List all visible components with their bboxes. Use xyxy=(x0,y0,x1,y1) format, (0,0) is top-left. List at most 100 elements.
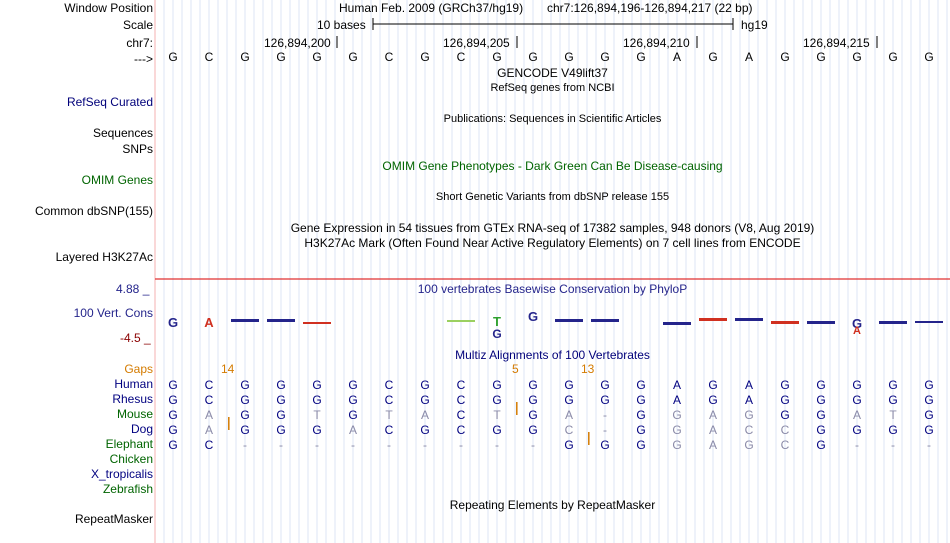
phylop-logo-letter-neg: A xyxy=(853,325,861,337)
alignment-base: G xyxy=(708,393,717,407)
alignment-base: G xyxy=(420,378,429,392)
gtex-track-title: Gene Expression in 54 tissues from GTEx … xyxy=(290,221,815,235)
phylop-logo-bar xyxy=(735,318,763,321)
track-label-repeatmasker[interactable]: RepeatMasker xyxy=(74,512,153,526)
alignment-base: G xyxy=(780,378,789,392)
alignment-base: C xyxy=(457,393,466,407)
alignment-base: - xyxy=(531,438,535,452)
alignment-base: G xyxy=(240,393,249,407)
base-letter: G xyxy=(492,50,501,64)
alignment-base: T xyxy=(493,408,501,422)
species-label-mouse: Mouse xyxy=(116,407,153,421)
base-letter: G xyxy=(708,50,717,64)
base-letter: G xyxy=(780,50,789,64)
alignment-base: G xyxy=(420,393,429,407)
phylop-logo-bar xyxy=(447,320,475,322)
alignment-base: G xyxy=(168,423,177,437)
alignment-base: A xyxy=(673,378,681,392)
phylop-logo-letter-neg: G xyxy=(492,327,501,341)
phylop-logo-bar xyxy=(555,319,583,322)
alignment-base: C xyxy=(205,393,214,407)
alignment-base: G xyxy=(528,423,537,437)
assembly-title: Human Feb. 2009 (GRCh37/hg19) xyxy=(339,1,524,15)
alignment-base: G xyxy=(528,378,537,392)
alignment-base: C xyxy=(565,423,574,437)
species-label-elephant: Elephant xyxy=(105,437,153,451)
alignment-base: T xyxy=(313,408,321,422)
alignment-base: G xyxy=(168,408,177,422)
alignment-base: G xyxy=(564,378,573,392)
alignment-base: G xyxy=(312,423,321,437)
short-variants-track-title: Short Genetic Variants from dbSNP releas… xyxy=(435,191,670,203)
alignment-base: A xyxy=(709,438,717,452)
alignment-base: G xyxy=(492,378,501,392)
alignment-base: G xyxy=(816,408,825,422)
alignment-base: A xyxy=(709,423,717,437)
alignment-base: G xyxy=(888,393,897,407)
alignment-base: G xyxy=(312,378,321,392)
alignment-base: A xyxy=(709,408,717,422)
phylop-logo-bar xyxy=(807,321,835,324)
alignment-base: G xyxy=(312,393,321,407)
alignment-base: - xyxy=(279,438,283,452)
gap-count-3: 13 xyxy=(581,362,595,376)
alignment-base: A xyxy=(565,408,573,422)
alignment-base: G xyxy=(636,393,645,407)
phylop-track-title: 100 vertebrates Basewise Conservation by… xyxy=(417,282,688,296)
coord-label-3: 126,894,210 xyxy=(623,36,690,50)
alignment-base: G xyxy=(348,378,357,392)
alignment-base: G xyxy=(816,393,825,407)
alignment-base: G xyxy=(348,393,357,407)
base-letter: G xyxy=(888,50,897,64)
alignment-base: G xyxy=(924,408,933,422)
phylop-logo-bar xyxy=(267,319,295,322)
repeat-track-title: Repeating Elements by RepeatMasker xyxy=(449,498,656,512)
position-range: chr7:126,894,196-126,894,217 (22 bp) xyxy=(547,1,753,15)
alignment-base: G xyxy=(888,378,897,392)
base-letter: C xyxy=(457,50,466,64)
alignment-base: G xyxy=(240,408,249,422)
alignment-base: - xyxy=(315,438,319,452)
alignment-base: C xyxy=(205,378,214,392)
scale-db: hg19 xyxy=(741,18,768,32)
phylop-logo-letter: T xyxy=(493,314,501,329)
base-letter: G xyxy=(168,50,177,64)
alignment-base: A xyxy=(745,393,753,407)
alignment-base: G xyxy=(240,378,249,392)
alignment-base: A xyxy=(205,408,213,422)
alignment-base: - xyxy=(891,438,895,452)
track-label-sequences[interactable]: Sequences xyxy=(92,126,153,140)
track-label-common-dbsnp[interactable]: Common dbSNP(155) xyxy=(34,204,153,218)
species-label-human: Human xyxy=(114,377,153,391)
gap-count-2: 5 xyxy=(512,362,519,376)
species-label-x-tropicalis: X_tropicalis xyxy=(90,467,153,481)
track-label-vert-cons[interactable]: 100 Vert. Cons xyxy=(73,306,153,320)
alignment-base: G xyxy=(348,408,357,422)
phylop-logo-letter: G xyxy=(852,316,862,331)
label-chrom: chr7: xyxy=(126,36,153,50)
alignment-base: - xyxy=(459,438,463,452)
alignment-base: G xyxy=(528,408,537,422)
gencode-track-title[interactable]: GENCODE V49lift37 xyxy=(497,66,608,80)
multiz-track-title: Multiz Alignments of 100 Vertebrates xyxy=(455,348,650,362)
track-label-gaps: Gaps xyxy=(124,362,153,376)
alignment-base: G xyxy=(636,423,645,437)
base-letter: A xyxy=(745,50,753,64)
alignment-base: G xyxy=(168,378,177,392)
alignment-base: G xyxy=(276,378,285,392)
track-label-omim-genes[interactable]: OMIM Genes xyxy=(81,173,153,187)
alignment-base: G xyxy=(924,423,933,437)
alignment-base: C xyxy=(457,423,466,437)
base-letter: G xyxy=(348,50,357,64)
track-label-refseq-curated[interactable]: RefSeq Curated xyxy=(66,95,153,109)
alignment-base: C xyxy=(385,393,394,407)
track-label-layered-h3k27ac[interactable]: Layered H3K27Ac xyxy=(55,250,153,264)
alignment-base: G xyxy=(780,408,789,422)
alignment-base: G xyxy=(564,393,573,407)
track-label-snps[interactable]: SNPs xyxy=(122,142,153,156)
alignment-base: G xyxy=(600,438,609,452)
alignment-base: A xyxy=(421,408,429,422)
alignment-base: G xyxy=(816,438,825,452)
